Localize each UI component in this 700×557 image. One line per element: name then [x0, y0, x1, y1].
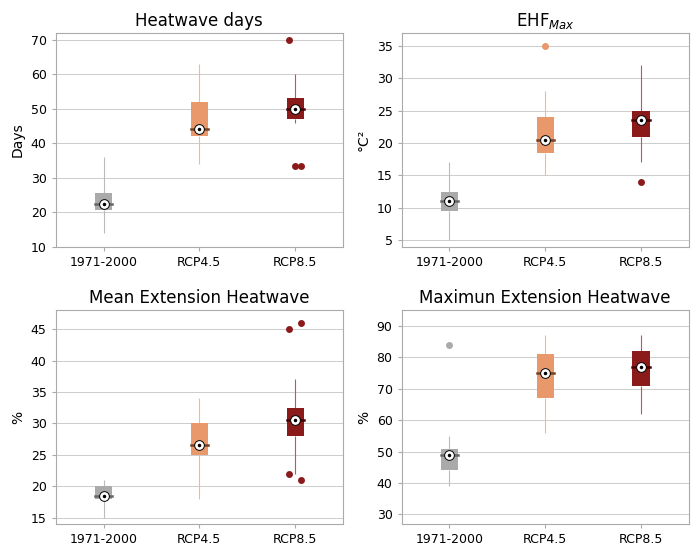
Title: Maximun Extension Heatwave: Maximun Extension Heatwave [419, 290, 671, 307]
Bar [286, 408, 304, 436]
Y-axis label: %: % [11, 411, 25, 424]
Bar [95, 193, 112, 211]
Bar [191, 102, 208, 136]
Bar [441, 448, 458, 471]
Bar [441, 192, 458, 211]
Y-axis label: %: % [357, 411, 371, 424]
Bar [537, 354, 554, 398]
Y-axis label: °C²: °C² [357, 129, 371, 151]
Y-axis label: Days: Days [11, 123, 25, 157]
Bar [191, 423, 208, 455]
Title: Mean Extension Heatwave: Mean Extension Heatwave [89, 290, 309, 307]
Bar [95, 486, 112, 499]
Bar [632, 351, 650, 385]
Bar [286, 99, 304, 119]
Bar [537, 117, 554, 153]
Title: EHF$_{Max}$: EHF$_{Max}$ [516, 11, 575, 31]
Title: Heatwave days: Heatwave days [136, 12, 263, 30]
Bar [632, 111, 650, 136]
